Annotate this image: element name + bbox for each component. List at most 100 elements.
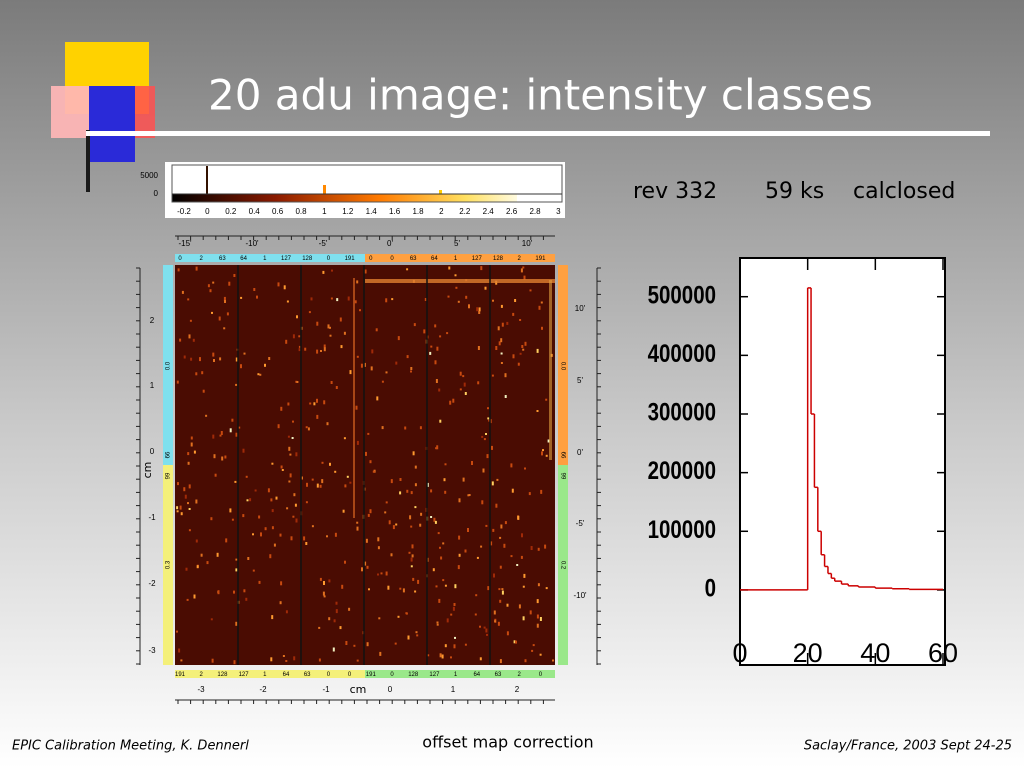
pixel-speck xyxy=(430,345,433,348)
pixel-speck xyxy=(339,317,342,322)
pixel-speck xyxy=(183,355,186,359)
colorbar-frame xyxy=(171,164,563,203)
pixel-speck xyxy=(218,316,221,321)
pixel-speck xyxy=(536,348,539,353)
pixel-speck xyxy=(298,348,301,352)
pixel-speck xyxy=(212,434,215,439)
pixel-speck xyxy=(490,541,493,546)
pixel-speck xyxy=(228,281,231,286)
pixel-speck xyxy=(323,344,326,348)
pixel-speck xyxy=(235,383,238,386)
pixel-speck xyxy=(436,445,439,450)
left-tick-label: 1 xyxy=(150,381,155,390)
pixel-speck xyxy=(500,362,503,364)
pixel-speck xyxy=(340,345,343,349)
pixel-speck xyxy=(499,659,502,664)
right-tick-label: 10' xyxy=(575,304,586,313)
pixel-speck xyxy=(420,512,423,516)
pixel-speck xyxy=(395,361,398,365)
pixel-speck xyxy=(234,480,237,483)
bottom-strip xyxy=(175,670,365,678)
pixel-speck xyxy=(531,649,534,652)
pixel-speck xyxy=(390,479,393,484)
pixel-speck xyxy=(201,371,204,375)
pixel-speck xyxy=(446,332,449,335)
pixel-speck xyxy=(397,336,400,341)
colorbar xyxy=(172,194,517,202)
pixel-speck xyxy=(193,450,196,454)
pixel-speck xyxy=(523,573,526,578)
colorbar-spike xyxy=(439,190,442,194)
pixel-speck xyxy=(179,505,182,510)
strip-label: 128 xyxy=(408,672,419,678)
pixel-speck xyxy=(288,446,291,451)
top-tick-label: 0' xyxy=(387,239,393,248)
pixel-speck xyxy=(233,660,236,665)
colorbar-spike xyxy=(206,166,208,194)
pixel-speck xyxy=(419,426,422,430)
pixel-speck xyxy=(271,615,274,620)
pixel-speck xyxy=(442,579,445,582)
pixel-speck xyxy=(517,362,520,366)
pixel-speck xyxy=(364,561,367,566)
pixel-speck xyxy=(306,482,308,487)
pixel-speck xyxy=(271,462,274,465)
pixel-speck xyxy=(480,545,483,548)
colorbar-xtick: 1 xyxy=(322,207,327,216)
pixel-speck xyxy=(462,375,465,378)
pixel-speck xyxy=(356,526,359,531)
pixel-speck xyxy=(293,493,296,497)
pixel-speck xyxy=(289,473,292,478)
pixel-speck xyxy=(211,311,213,314)
pixel-speck xyxy=(453,644,456,649)
pixel-speck xyxy=(492,299,494,302)
pixel-speck xyxy=(478,311,481,314)
pixel-speck xyxy=(205,414,208,417)
pixel-speck xyxy=(495,503,498,508)
pixel-speck xyxy=(318,658,321,662)
pixel-speck xyxy=(349,370,352,375)
pixel-speck xyxy=(493,573,495,578)
pixel-speck xyxy=(504,395,507,398)
pixel-speck xyxy=(517,515,520,520)
colorbar-xtick: 2.8 xyxy=(529,207,541,216)
bottom-tick-label: -3 xyxy=(197,685,205,694)
pixel-speck xyxy=(381,380,384,383)
pixel-speck xyxy=(346,475,349,478)
strip-label: 99 xyxy=(559,473,565,480)
pixel-speck xyxy=(412,451,415,456)
colorbar-xtick: 1.8 xyxy=(412,207,424,216)
pixel-speck xyxy=(476,307,479,312)
strip-label: 2 xyxy=(200,672,204,678)
pixel-speck xyxy=(439,419,442,423)
pixel-speck xyxy=(518,604,521,609)
pixel-speck xyxy=(176,510,179,513)
pixel-speck xyxy=(285,660,288,662)
pixel-speck xyxy=(464,643,467,646)
strip-label: 128 xyxy=(217,672,228,678)
pixel-speck xyxy=(280,406,283,411)
pixel-speck xyxy=(410,491,413,495)
pixel-speck xyxy=(328,617,331,621)
pixel-speck xyxy=(277,424,280,429)
pixel-speck xyxy=(506,631,509,636)
pixel-speck xyxy=(253,288,256,291)
colorbar-ytick: 5000 xyxy=(140,171,158,180)
pixel-speck xyxy=(345,641,348,645)
pixel-speck xyxy=(188,484,191,489)
pixel-speck xyxy=(308,311,311,314)
pixel-speck xyxy=(293,656,296,661)
pixel-speck xyxy=(328,579,331,583)
strip-label: 0 xyxy=(178,256,182,262)
strip-label: 127 xyxy=(472,256,483,262)
pixel-speck xyxy=(280,581,283,586)
pixel-speck xyxy=(498,341,501,346)
pixel-speck xyxy=(506,603,509,607)
pixel-speck xyxy=(356,521,359,524)
pixel-speck xyxy=(506,321,509,325)
pixel-speck xyxy=(417,579,420,584)
strip-label: 2 xyxy=(518,672,522,678)
pixel-speck xyxy=(516,564,519,566)
pixel-speck xyxy=(450,613,453,616)
pixel-speck xyxy=(323,400,326,405)
